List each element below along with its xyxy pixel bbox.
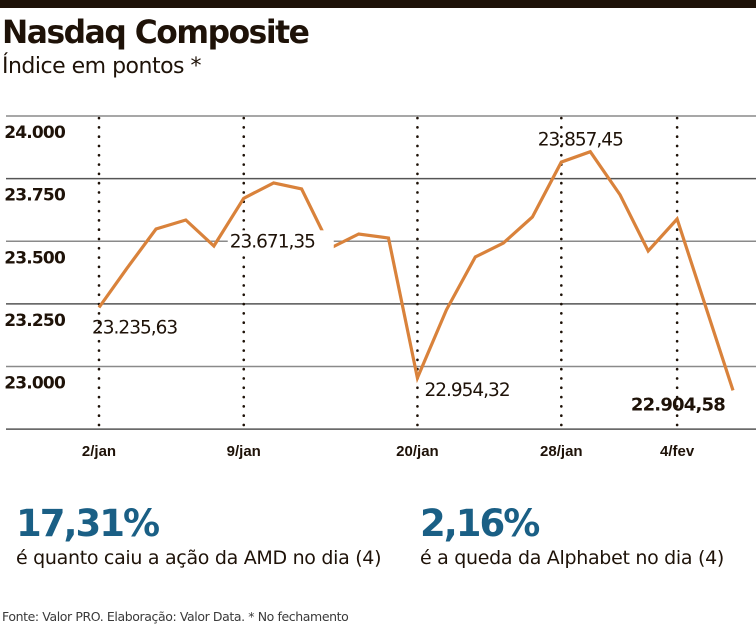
stat-value: 17,31% xyxy=(16,502,160,545)
stat-alphabet: 2,16% é a queda da Alphabet no dia (4) xyxy=(420,502,724,570)
stat-value: 2,16% xyxy=(420,502,540,545)
y-tick-label: 24.000 xyxy=(4,123,66,143)
annotation-bg xyxy=(227,230,334,252)
data-label: 23.671,35 xyxy=(230,231,315,252)
gridlines xyxy=(6,115,756,430)
y-tick-label: 23.750 xyxy=(4,186,66,206)
x-tick-label: 9/jan xyxy=(227,443,261,460)
data-label: 22.954,32 xyxy=(424,380,509,401)
chart-title: Nasdaq Composite xyxy=(2,13,310,51)
stat-description: é a queda da Alphabet no dia (4) xyxy=(420,547,724,569)
data-label: 23.235,63 xyxy=(92,317,177,338)
x-tick-label: 4/fev xyxy=(660,443,695,460)
annotations: 23.235,63 23.671,35 22.954,32 23.857,45 22.9… xyxy=(92,130,726,416)
stat-amd: 17,31% é quanto caiu a ação da AMD no di… xyxy=(16,502,382,570)
data-label: 23.857,45 xyxy=(538,130,623,151)
stat-description: é quanto caiu a ação da AMD no dia (4) xyxy=(16,547,382,569)
series-line xyxy=(97,149,735,391)
y-axis-ticks: 24.000 23.750 23.500 23.250 23.000 xyxy=(4,123,67,394)
y-tick-label: 23.250 xyxy=(4,311,66,331)
x-tick-label: 20/jan xyxy=(396,443,439,460)
chart-subtitle: Índice em pontos * xyxy=(2,54,202,79)
x-tick-label: 2/jan xyxy=(82,443,116,460)
top-bar xyxy=(0,0,756,8)
source-note: Fonte: Valor PRO. Elaboração: Valor Data… xyxy=(2,609,349,624)
y-tick-label: 23.000 xyxy=(4,374,66,394)
line-chart: 24.000 23.750 23.500 23.250 23.000 2/jan 9/ja… xyxy=(4,115,756,460)
data-label: 22.904,58 xyxy=(631,394,725,415)
y-tick-label: 23.500 xyxy=(4,248,66,268)
x-axis-ticks: 2/jan 9/jan 20/jan 28/jan 4/fev xyxy=(82,443,695,460)
x-tick-label: 28/jan xyxy=(540,443,583,460)
series xyxy=(97,149,735,391)
date-markers xyxy=(97,116,679,431)
